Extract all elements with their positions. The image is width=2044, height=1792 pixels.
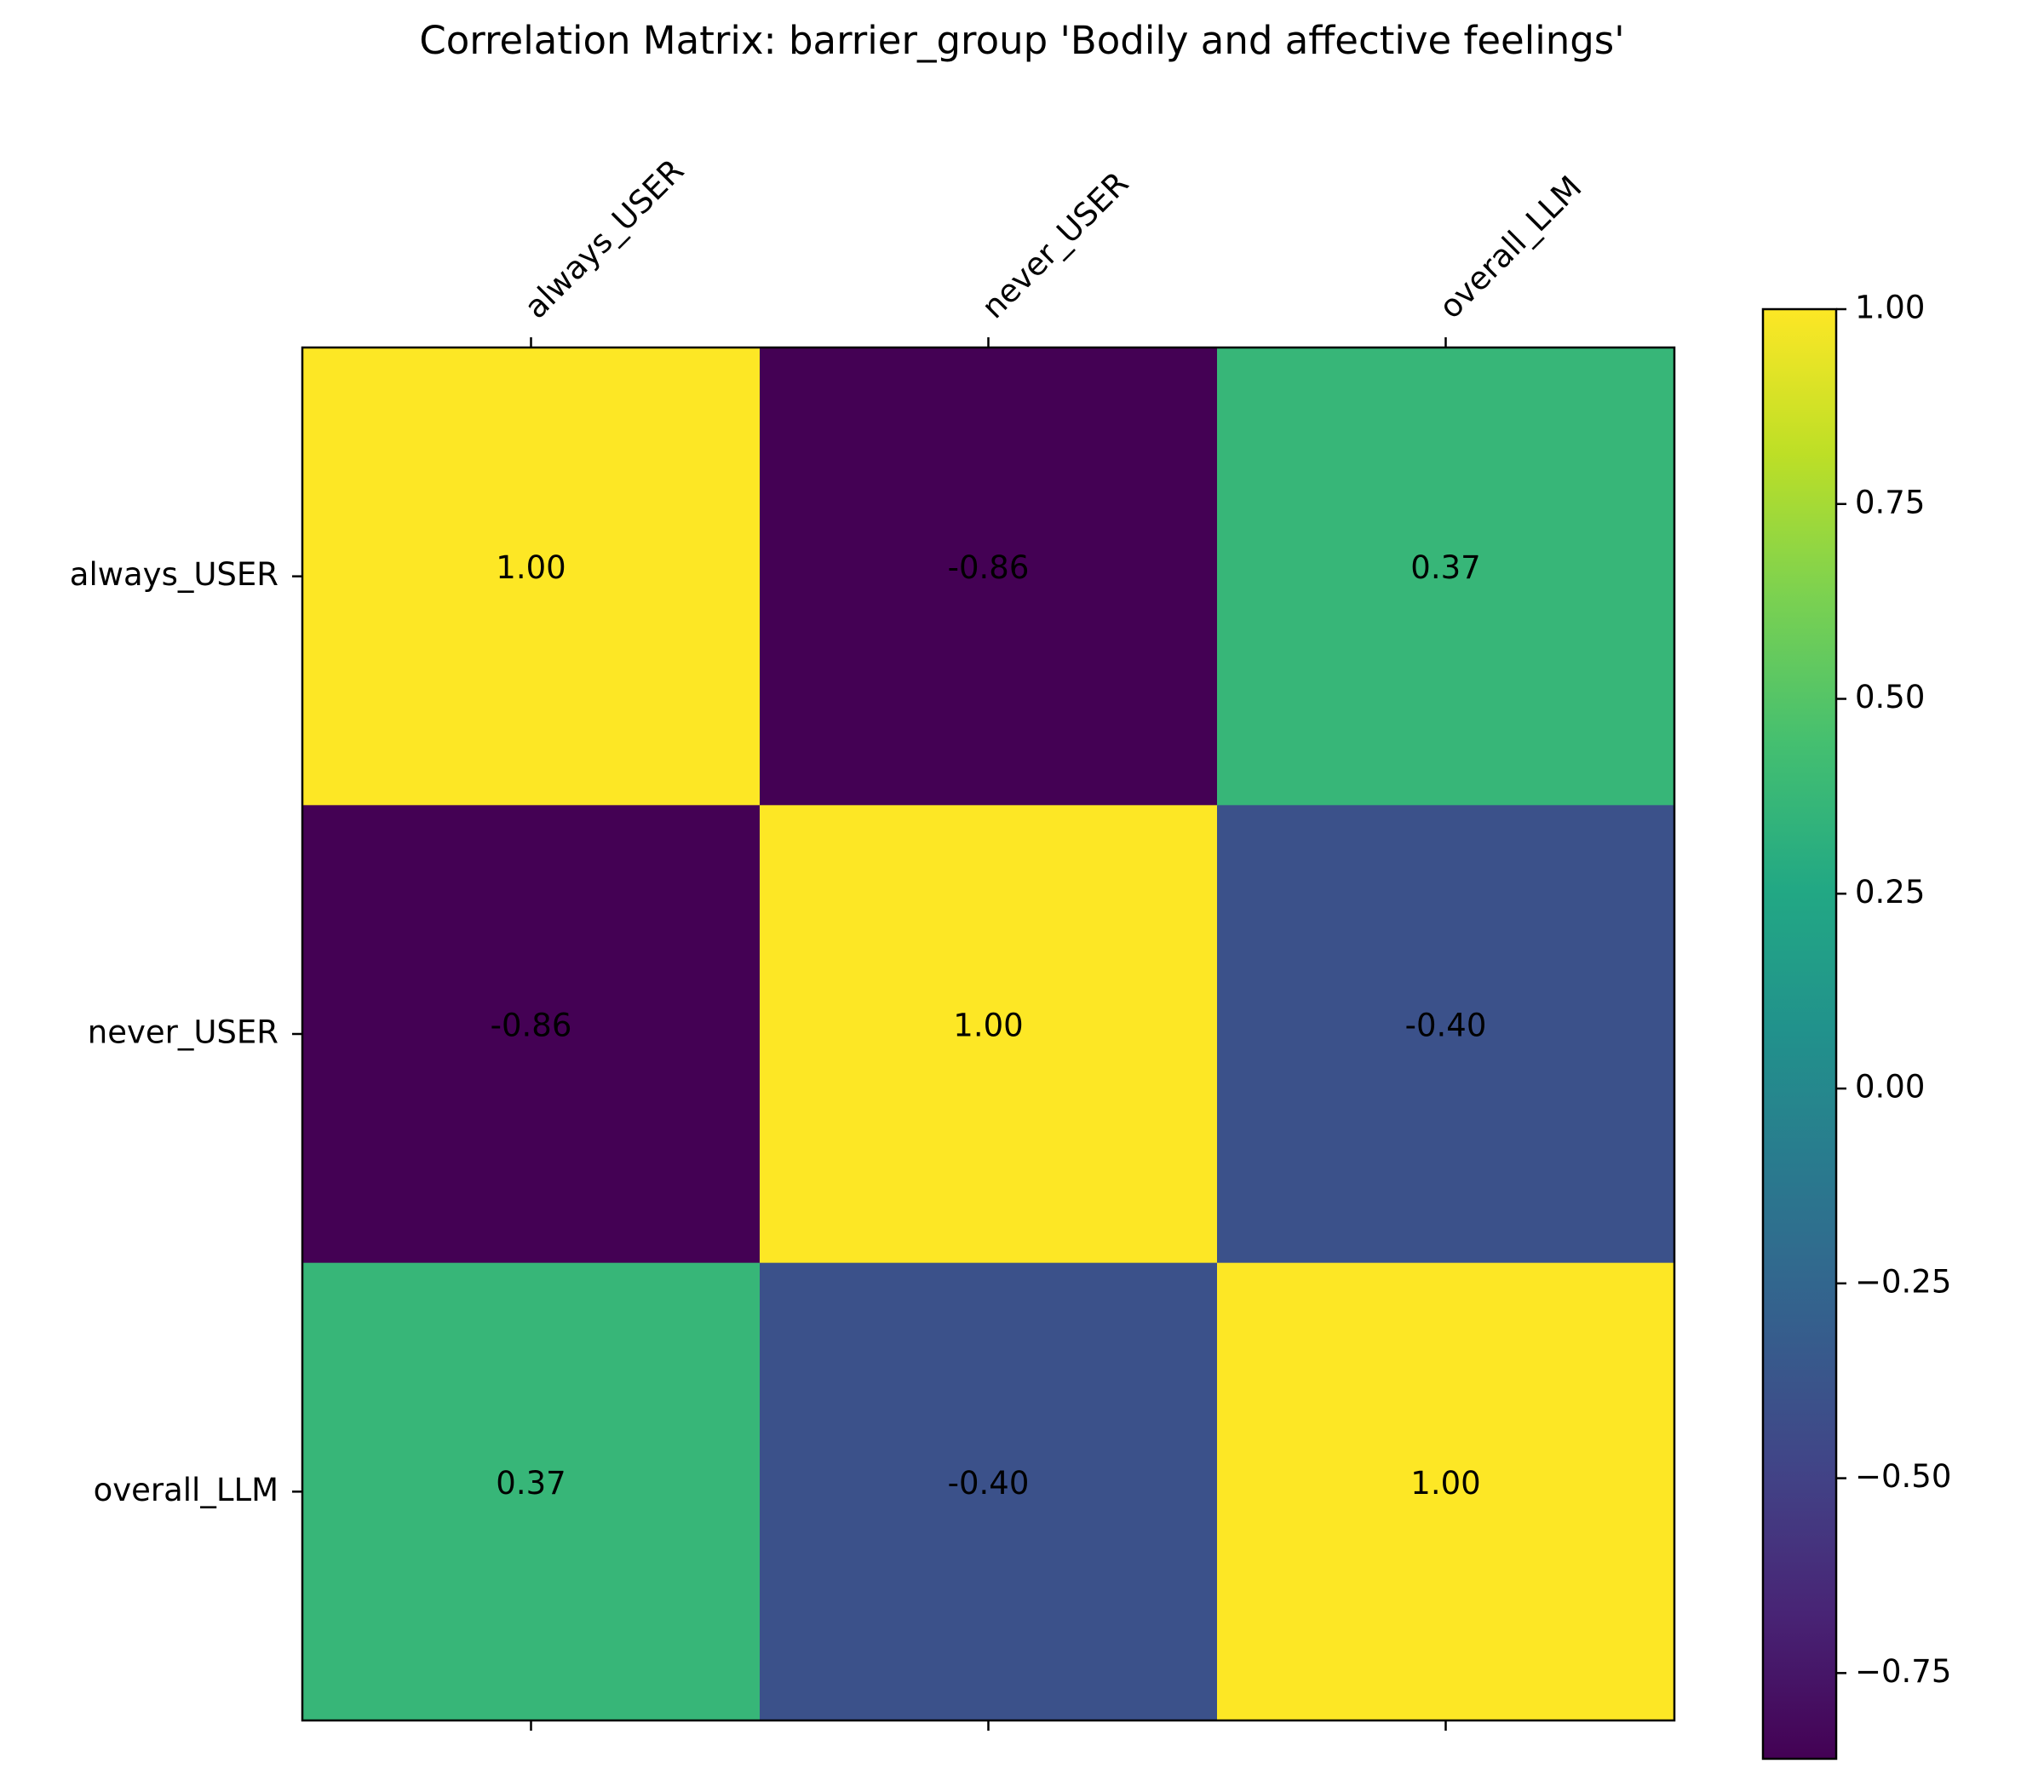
- heatmap-cell: [302, 805, 761, 1264]
- colorbar-tick-label: 0.75: [1855, 484, 1925, 520]
- colorbar-tick-label: −0.25: [1855, 1263, 1951, 1300]
- colorbar-tick-label: 0.00: [1855, 1069, 1925, 1106]
- cell-value-label: -0.40: [948, 1465, 1030, 1502]
- heatmap-cell: [302, 347, 761, 806]
- colorbar-tick-label: 1.00: [1855, 290, 1925, 326]
- x-tick-label: overall_LLM: [1432, 169, 1588, 325]
- colorbar-tick-label: −0.50: [1855, 1458, 1951, 1495]
- colorbar-gradient: [1763, 309, 1836, 1759]
- cell-value-label: -0.86: [948, 549, 1030, 586]
- heatmap-cell: [302, 1262, 761, 1721]
- colorbar-tick-label: −0.75: [1855, 1653, 1951, 1690]
- heatmap-cell: [760, 805, 1218, 1264]
- colorbar: 1.00 0.75 0.50 0.25 0.00 −0.25 −0.50 −0.75: [1761, 290, 1951, 1760]
- chart-title: Correlation Matrix: barrier_group 'Bodil…: [419, 18, 1624, 63]
- cell-value-label: 0.37: [496, 1465, 566, 1502]
- colorbar-tick-label: 0.25: [1855, 874, 1925, 910]
- colorbar-frame: [1761, 307, 1838, 1760]
- y-axis: always_USER never_USER overall_LLM: [70, 556, 302, 1508]
- x-tick-label: always_USER: [517, 152, 691, 326]
- x-tick-label: never_USER: [974, 164, 1135, 325]
- colorbar-tick-label: 0.50: [1855, 679, 1925, 715]
- y-tick-label: overall_LLM: [94, 1472, 278, 1508]
- cell-value-label: 1.00: [496, 549, 566, 586]
- cell-value-labels: 1.00 -0.86 0.37 -0.86 1.00 -0.40 0.37 -0.40 1.00: [491, 549, 1487, 1502]
- heatmap-cell: [1217, 1262, 1675, 1721]
- y-tick-label: always_USER: [70, 556, 278, 593]
- heatmap-cell: [760, 347, 1218, 806]
- cell-value-label: -0.40: [1405, 1008, 1487, 1044]
- heatmap-cell: [1217, 347, 1675, 806]
- heatmap-cell: [1217, 805, 1675, 1264]
- cell-value-label: -0.86: [491, 1008, 572, 1044]
- y-tick-label: never_USER: [88, 1014, 278, 1051]
- heatmap-cells: [302, 347, 1675, 1721]
- cell-value-label: 1.00: [953, 1008, 1023, 1044]
- cell-value-label: 1.00: [1410, 1465, 1480, 1502]
- heatmap-cell: [760, 1262, 1218, 1721]
- cell-value-label: 0.37: [1410, 549, 1480, 586]
